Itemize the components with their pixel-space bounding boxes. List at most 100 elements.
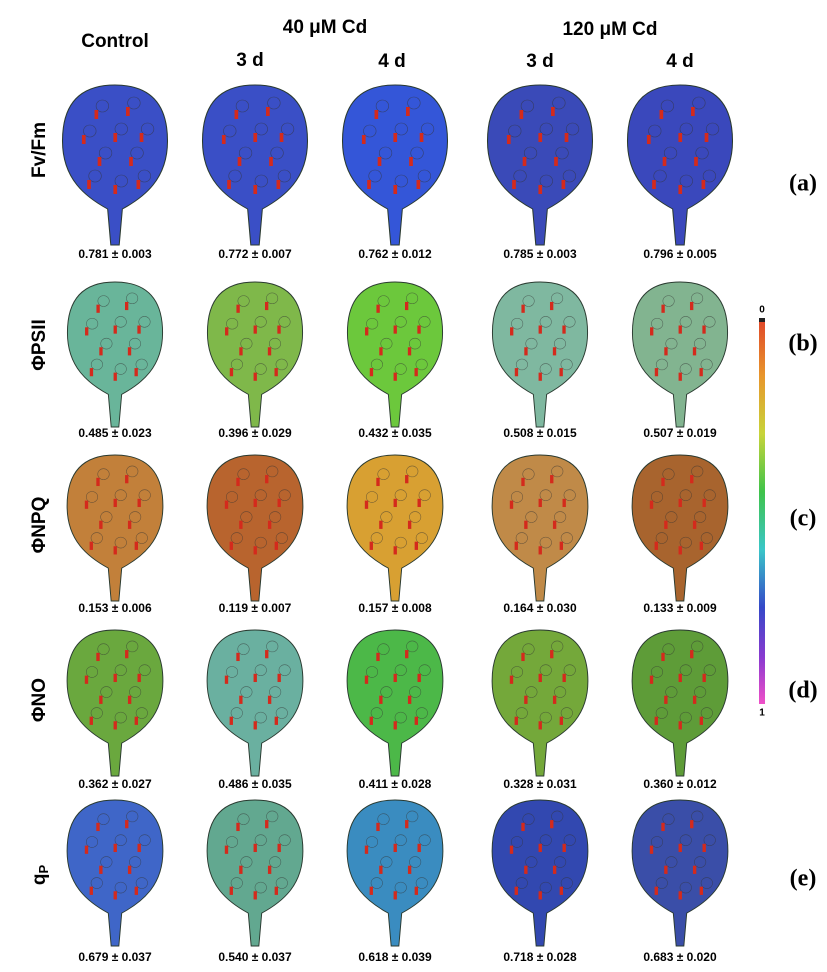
column-header: 4 d [378, 51, 405, 72]
roi-marker [551, 107, 555, 116]
roi-marker [137, 326, 140, 334]
roi-marker [85, 501, 88, 509]
leaf [207, 455, 303, 601]
leaf [492, 800, 588, 946]
roi-marker [405, 650, 408, 658]
roi-marker [114, 721, 117, 729]
roi-marker [661, 478, 664, 486]
roi-marker [650, 501, 653, 509]
roi-marker [655, 717, 658, 725]
roi-marker [236, 823, 239, 831]
roi-marker [563, 844, 566, 852]
roi-marker [690, 820, 693, 828]
roi-marker [140, 133, 144, 142]
value-label: 0.683 ± 0.020 [643, 950, 717, 964]
leaf-image [67, 282, 162, 427]
roi-marker [225, 846, 228, 854]
roi-marker [539, 326, 542, 334]
roi-marker [408, 347, 411, 355]
roi-marker [539, 844, 542, 852]
row-label: ΦPSII [29, 319, 50, 371]
roi-marker [99, 521, 102, 529]
roi-marker [652, 180, 656, 189]
roi-marker [376, 305, 379, 313]
roi-marker [362, 135, 366, 144]
roi-marker [99, 347, 102, 355]
roi-marker [222, 135, 226, 144]
roi-marker [365, 327, 368, 335]
roi-marker [138, 674, 141, 682]
leaf [347, 630, 443, 776]
roi-marker [253, 185, 257, 194]
roi-marker [415, 717, 418, 725]
roi-marker [365, 676, 368, 684]
column-header: Control [81, 31, 149, 52]
roi-marker [238, 157, 242, 166]
roi-marker [114, 891, 117, 899]
value-label: 0.785 ± 0.003 [503, 247, 577, 261]
roi-marker [405, 475, 408, 483]
roi-marker [679, 499, 682, 507]
roi-marker [417, 326, 420, 334]
roi-marker [266, 107, 270, 116]
roi-marker [99, 866, 102, 874]
roi-marker [406, 107, 410, 116]
roi-marker [661, 653, 664, 661]
roi-marker [85, 846, 88, 854]
roi-marker [510, 846, 513, 854]
roi-marker [700, 368, 703, 376]
roi-marker [277, 180, 281, 189]
roi-marker [538, 185, 542, 194]
roi-marker [225, 327, 228, 335]
roi-marker [520, 110, 524, 119]
roi-marker [230, 887, 233, 895]
value-label: 0.360 ± 0.012 [643, 777, 717, 791]
value-label: 0.679 ± 0.037 [78, 950, 152, 964]
leaf [67, 455, 163, 601]
roi-marker [408, 521, 411, 529]
leaf-image [628, 85, 733, 245]
value-label: 0.153 ± 0.006 [78, 601, 152, 615]
roi-marker [539, 499, 542, 507]
roi-marker [521, 478, 524, 486]
leaf-image [347, 282, 442, 427]
roi-marker [379, 696, 382, 704]
roi-marker [394, 546, 397, 554]
roi-marker [539, 373, 542, 381]
roi-marker [553, 521, 556, 529]
panel-label: (d) [788, 678, 817, 704]
roi-marker [415, 542, 418, 550]
roi-marker [239, 696, 242, 704]
roi-marker [99, 696, 102, 704]
leaf [67, 630, 163, 776]
value-label: 0.540 ± 0.037 [218, 950, 292, 964]
roi-marker [679, 721, 682, 729]
roi-marker [560, 717, 563, 725]
roi-marker [650, 846, 653, 854]
leaf-image [347, 630, 443, 776]
roi-marker [128, 521, 131, 529]
roi-marker [512, 180, 516, 189]
roi-marker [135, 542, 138, 550]
roi-marker [138, 499, 141, 507]
roi-marker [90, 542, 93, 550]
roi-marker [265, 475, 268, 483]
roi-marker [565, 133, 569, 142]
roi-marker [379, 347, 382, 355]
roi-marker [562, 180, 566, 189]
roi-marker [268, 521, 271, 529]
roi-marker [664, 866, 667, 874]
roi-marker [663, 157, 667, 166]
panel-label: (c) [790, 506, 817, 532]
roi-marker [418, 844, 421, 852]
roi-marker [96, 478, 99, 486]
roi-marker [553, 347, 556, 355]
roi-marker [114, 326, 117, 334]
roi-marker [126, 107, 130, 116]
value-label: 0.396 ± 0.029 [218, 426, 292, 440]
leaf [492, 630, 588, 776]
roi-marker [376, 823, 379, 831]
roi-marker [539, 721, 542, 729]
roi-marker [114, 674, 117, 682]
roi-marker [394, 499, 397, 507]
